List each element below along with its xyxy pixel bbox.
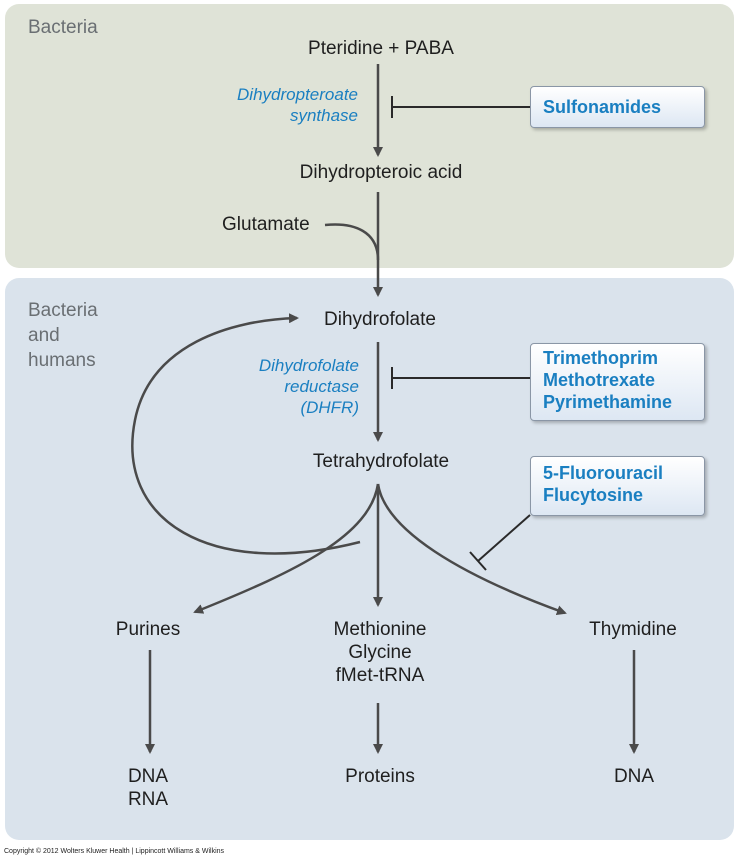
shared-region-label-line3: humans [28,350,96,371]
drug-methotrexate: Methotrexate [543,370,656,390]
drug-pyrimethamine: Pyrimethamine [543,392,673,412]
node-dihydropteroic-acid: Dihydropteroic acid [299,162,463,183]
node-methionine-glycine-fmet: Methionine Glycine fMet-tRNA [334,618,427,687]
enzyme-dhps-line1: Dihydropteroate [237,85,358,104]
node-dna-rna: DNA RNA [128,765,168,811]
inhibit-line-thymidylate-drugs [477,514,531,562]
node-methionine: Methionine [333,619,427,640]
bacteria-region-label: Bacteria [28,17,98,38]
node-dna-right: DNA [613,766,655,787]
node-glutamate: Glutamate [222,214,310,235]
copyright-notice: Copyright © 2012 Wolters Kluwer Health |… [4,848,225,855]
node-thymidine: Thymidine [589,619,677,640]
enzyme-dhfr-line3: (DHFR) [300,398,359,417]
drug-trimethoprim: Trimethoprim [543,348,659,368]
enzyme-dhfr-line1: Dihydrofolate [258,356,359,375]
arrow-recycle-to-dihydrofolate [131,313,361,555]
drug-fluorouracil: 5-Fluorouracil [543,463,664,483]
enzyme-dihydropteroate-synthase: Dihydropteroate synthase [237,84,358,126]
arrow-thf-to-thymidine [376,483,567,615]
inhibit-bar-thymidylate-drugs [469,551,487,571]
node-glycine: Glycine [348,642,412,663]
enzyme-dhfr-line2: reductase [284,377,359,396]
node-pteridine-paba: Pteridine + PABA [308,38,454,59]
node-proteins: Proteins [345,766,415,787]
drug-sulfonamides: Sulfonamides [543,97,662,117]
bacteria-region [5,4,734,268]
node-tetrahydrofolate: Tetrahydrofolate [312,451,450,472]
arrow-glutamate-join [324,223,380,261]
arrow-thf-to-purines [193,483,380,614]
drug-box-sulfonamides: Sulfonamides [530,86,705,128]
node-fmet-trna: fMet-tRNA [335,665,425,686]
enzyme-dhfr: Dihydrofolate reductase (DHFR) [259,355,359,418]
node-dna-left: DNA [127,766,169,787]
node-rna-left: RNA [127,789,169,810]
enzyme-dhps-line2: synthase [289,106,358,125]
shared-region-label: Bacteria and humans [28,298,98,373]
drug-flucytosine: Flucytosine [543,485,644,505]
shared-region-label-line2: and [28,325,60,346]
shared-region-label-line1: Bacteria [28,300,98,321]
node-purines: Purines [115,619,181,640]
drug-box-thymidylate-inhibitors: 5-Fluorouracil Flucytosine [530,456,705,516]
node-dihydrofolate: Dihydrofolate [324,309,436,330]
drug-box-dhfr-inhibitors: Trimethoprim Methotrexate Pyrimethamine [530,343,705,421]
